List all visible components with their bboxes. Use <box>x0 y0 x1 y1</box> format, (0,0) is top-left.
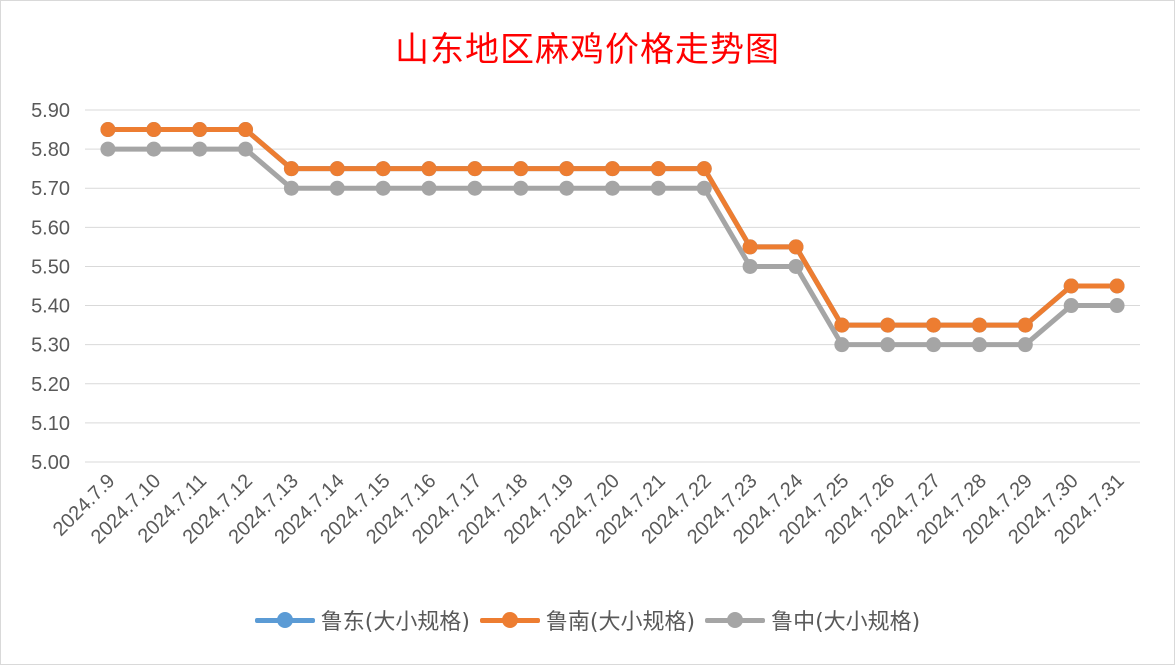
y-tick-label: 5.90 <box>31 100 70 122</box>
y-tick-label: 5.30 <box>31 335 70 357</box>
data-point <box>880 337 896 353</box>
legend-swatch <box>254 610 315 630</box>
data-point <box>513 180 529 196</box>
data-point <box>559 180 575 196</box>
data-point <box>421 161 437 177</box>
data-point <box>1109 298 1125 314</box>
legend-label: 鲁东(大小规格) <box>320 610 470 635</box>
data-point <box>650 180 666 196</box>
data-point <box>329 161 345 177</box>
y-tick-label: 5.20 <box>31 374 70 396</box>
y-tick-label: 5.10 <box>31 413 70 435</box>
data-point <box>971 337 987 353</box>
data-point <box>238 122 254 138</box>
data-point <box>696 161 712 177</box>
data-point <box>834 337 850 353</box>
data-point <box>788 239 804 255</box>
y-tick-label: 5.00 <box>31 452 70 474</box>
data-point <box>742 239 758 255</box>
y-tick-label: 5.60 <box>31 217 70 239</box>
data-point <box>605 180 620 196</box>
data-point <box>375 180 391 196</box>
legend: 鲁东(大小规格) 鲁南(大小规格) 鲁中(大小规格) <box>0 604 1175 636</box>
legend-label: 鲁中(大小规格) <box>771 610 921 635</box>
data-point <box>971 317 987 333</box>
data-point <box>146 122 162 138</box>
data-point <box>100 122 116 138</box>
data-point <box>880 317 896 333</box>
chart-title: 山东地区麻鸡价格走势图 <box>395 30 780 70</box>
data-point <box>1017 337 1033 353</box>
y-axis-ticks: 5.90 5.80 5.70 5.60 5.50 5.40 5.30 5.20 5.10 5.00 <box>31 100 70 474</box>
data-point <box>926 317 942 333</box>
x-axis-ticks: 2024.7.92024.7.102024.7.112024.7.122024.… <box>49 470 1129 548</box>
data-point <box>283 180 299 196</box>
y-tick-label: 5.80 <box>31 139 70 161</box>
data-point <box>1109 278 1125 294</box>
data-point <box>696 180 712 196</box>
data-point <box>559 161 575 177</box>
y-tick-label: 5.70 <box>31 178 70 200</box>
data-point <box>1063 298 1079 314</box>
data-point <box>1063 278 1079 294</box>
y-tick-label: 5.50 <box>31 256 70 278</box>
data-point <box>834 317 850 333</box>
data-point <box>192 141 208 157</box>
data-point <box>146 141 162 157</box>
data-point <box>926 337 942 353</box>
data-point <box>100 141 116 157</box>
data-point <box>375 161 391 177</box>
y-tick-label: 5.40 <box>31 296 70 318</box>
data-point <box>1017 317 1033 333</box>
legend-swatch <box>479 610 540 630</box>
data-point <box>192 122 208 138</box>
series-line-2 <box>105 146 1120 348</box>
data-point <box>283 161 299 177</box>
legend-item: 鲁中(大小规格) <box>705 604 920 636</box>
legend-label: 鲁南(大小规格) <box>545 610 696 635</box>
legend-item: 鲁东(大小规格) <box>254 604 470 636</box>
series-points <box>100 122 1125 353</box>
data-point <box>650 161 666 177</box>
data-point <box>329 180 345 196</box>
legend-swatch <box>705 610 766 630</box>
data-point <box>467 161 483 177</box>
data-point <box>605 161 620 177</box>
data-point <box>467 180 483 196</box>
data-point <box>788 258 804 274</box>
data-point <box>238 141 254 157</box>
data-point <box>742 258 758 274</box>
data-point <box>421 180 437 196</box>
data-point <box>513 161 529 177</box>
legend-item: 鲁南(大小规格) <box>479 604 696 636</box>
